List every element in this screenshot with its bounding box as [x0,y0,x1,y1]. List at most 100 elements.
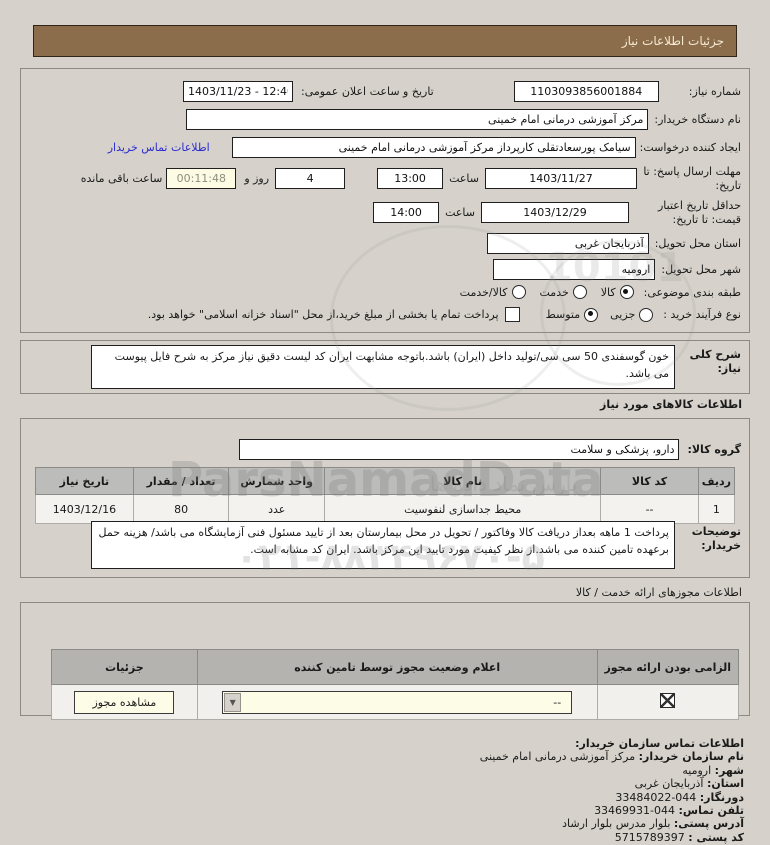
contact-title: اطلاعات تماس سازمان خریدار: [575,737,744,750]
permits-table-header-row: الزامی بودن ارائه مجوز اعلام وضعیت مجوز … [51,649,740,685]
need-details-panel: شماره نیاز: تاریخ و ساعت اعلان عمومی: نا… [20,68,750,333]
countdown-timer [166,168,237,190]
reply-deadline-date-input[interactable] [485,168,637,190]
col-quantity: تعداد / مقدار [132,467,230,495]
reply-deadline-row: مهلت ارسال پاسخ: تا تاریخ: ساعت روز و سا… [29,165,741,193]
col-need-date: تاریخ نیاز [35,467,134,495]
contact-org-name: نام سازمان خریدار: مرکز آموزشی درمانی ام… [479,750,744,764]
request-creator-label: ایجاد کننده درخواست: [639,141,741,154]
cell-count-unit: عدد [228,494,326,524]
days-and-label: روز و [244,172,270,186]
treasury-payment-checkbox[interactable] [504,307,520,322]
goods-table-row: 1 -- محیط جداسازی لنفوسیت عدد 80 1403/12… [35,494,736,524]
cell-goods-name: محیط جداسازی لنفوسیت [324,494,602,524]
purchase-process-row: نوع فرآیند خرید : جزیی متوسط پرداخت تمام… [29,307,741,322]
col-goods-code: کد کالا [600,467,699,495]
subject-classification-label: طبقه بندی موضوعی: [643,285,741,299]
cell-permit-required [596,684,740,720]
subject-classification-row: طبقه بندی موضوعی: کالا خدمت کالا/خدمت [29,285,741,299]
permits-section-title: اطلاعات مجوزهای ارائه خدمت / کالا [575,586,742,599]
goods-table: ردیف کد کالا نام کالا واحد شمارش تعداد /… [35,467,736,524]
permit-required-checkbox[interactable] [660,693,676,708]
contact-phone: تلفن تماس: 33469931-044 [594,804,744,818]
announce-datetime-label: تاریخ و ساعت اعلان عمومی: [300,85,434,98]
treasury-payment-label: پرداخت تمام یا بخشی از مبلغ خرید،از محل … [147,308,499,321]
delivery-city-input[interactable] [493,259,656,280]
process-partial-label: جزیی [610,308,636,321]
announce-datetime-input[interactable] [182,81,293,102]
goods-table-header-row: ردیف کد کالا نام کالا واحد شمارش تعداد /… [35,467,736,495]
subject-goods-service-label: کالا/خدمت [459,285,508,299]
process-medium-radio[interactable] [584,307,599,322]
request-creator-input[interactable] [231,137,636,158]
need-number-input[interactable] [513,81,659,102]
buyer-notes-label: توضیحات خریدار: [691,525,741,552]
request-creator-row: ایجاد کننده درخواست: اطلاعات تماس خریدار [29,137,741,158]
col-permit-details: جزئیات [51,649,198,685]
reply-deadline-label: مهلت ارسال پاسخ: تا تاریخ: [643,165,741,192]
col-permit-status: اعلام وضعیت مجوز توسط تامین کننده [196,649,598,685]
cell-permit-details: مشاهده مجوز [51,684,198,720]
goods-group-input[interactable] [239,439,680,460]
page-title: جزئیات اطلاعات نیاز [621,34,724,48]
delivery-province-row: استان محل تحویل: [29,233,741,254]
col-permit-required: الزامی بودن ارائه مجوز [596,649,740,685]
contact-province: استان: آذربایجان غربی [634,777,744,791]
delivery-province-input[interactable] [486,233,649,254]
page-title-bar: جزئیات اطلاعات نیاز [33,25,737,57]
process-medium-label: متوسط [545,308,581,321]
view-permit-button[interactable]: مشاهده مجوز [74,690,175,714]
need-number-row: شماره نیاز: تاریخ و ساعت اعلان عمومی: [29,81,741,102]
subject-goods-label: کالا [600,285,616,299]
subject-service-label: خدمت [539,285,569,299]
buyer-device-input[interactable] [186,109,649,130]
chevron-down-icon[interactable]: ▼ [224,692,242,712]
process-partial-radio[interactable] [639,307,654,322]
buyer-device-label: نام دستگاه خریدار: [654,113,741,126]
buyer-contact-block: اطلاعات تماس سازمان خریدار: نام سازمان خ… [480,737,744,844]
buyer-contact-link[interactable]: اطلاعات تماس خریدار [107,141,210,154]
permits-table: الزامی بودن ارائه مجوز اعلام وضعیت مجوز … [51,649,740,720]
permit-status-select[interactable]: -- ▼ [222,690,573,714]
cell-goods-code: -- [600,494,699,524]
buyer-notes-text[interactable]: پرداخت 1 ماهه بعداز دریافت کالا وفاکتور … [91,521,675,569]
general-description-label: شرح کلی نیاز: [689,348,741,375]
permits-table-row: -- ▼ مشاهده مجوز [51,684,740,720]
price-validity-label: حداقل تاریخ اعتبار قیمت: تا تاریخ: [657,199,741,226]
delivery-province-label: استان محل تحویل: [654,237,741,250]
subject-goods-radio[interactable] [619,285,634,299]
subject-service-radio[interactable] [572,285,587,299]
cell-need-date: 1403/12/16 [35,494,134,524]
reply-deadline-time-input[interactable] [377,168,444,190]
general-description-text[interactable]: خون گوسفندی 50 سی سی/تولید داخل (ایران) … [91,345,675,389]
permit-status-value: -- [553,695,562,709]
goods-section-title: اطلاعات کالاهای مورد نیاز [600,398,742,411]
col-count-unit: واحد شمارش [228,467,326,495]
price-validity-row: حداقل تاریخ اعتبار قیمت: تا تاریخ: ساعت [29,199,741,227]
contact-fax: دورنگار: 33484022-044 [615,790,744,804]
delivery-city-label: شهر محل تحویل: [661,263,741,276]
need-number-label: شماره نیاز: [688,85,741,98]
purchase-process-label: نوع فرآیند خرید : [663,308,741,321]
contact-city: شهر: ارومیه [682,763,744,777]
price-validity-hour-label: ساعت [445,206,475,220]
cell-permit-status: -- ▼ [196,684,598,720]
price-validity-date-input[interactable] [481,202,629,224]
goods-group-row: گروه کالا: [29,439,741,460]
contact-postal-code: کد پستی : 5715789397 [614,830,744,844]
cell-row-index: 1 [697,494,736,524]
cell-quantity: 80 [132,494,230,524]
reply-deadline-hour-label: ساعت [449,172,479,186]
reply-deadline-days-input[interactable] [275,168,346,190]
price-validity-time-input[interactable] [373,202,440,224]
subject-goods-service-radio[interactable] [511,285,526,299]
col-row-index: ردیف [697,467,736,495]
col-goods-name: نام کالا [324,467,602,495]
goods-group-label: گروه کالا: [687,443,741,456]
buyer-device-row: نام دستگاه خریدار: [29,109,741,130]
delivery-city-row: شهر محل تحویل: [29,259,741,280]
permits-panel: الزامی بودن ارائه مجوز اعلام وضعیت مجوز … [20,602,750,720]
general-description-panel: شرح کلی نیاز: خون گوسفندی 50 سی سی/تولید… [20,340,750,394]
contact-address: آدرس پستی: بلوار مدرس بلوار ارشاد [562,817,744,831]
